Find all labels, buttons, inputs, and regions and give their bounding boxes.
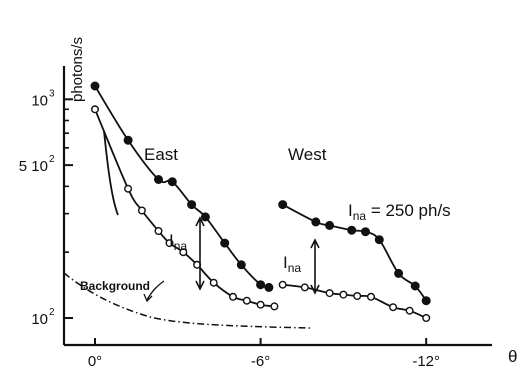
y-tick-exponent-1: 2	[49, 154, 55, 165]
arrow-ina-east-head-bottom	[195, 280, 205, 291]
marker-east-open-2	[137, 206, 146, 215]
y-axis-label: photons/s	[69, 37, 86, 102]
background-pointer-head	[143, 293, 153, 303]
marker-east-open-4	[165, 239, 174, 248]
annotation-ina-east: Ina	[169, 231, 187, 253]
marker-east-filled-8	[256, 280, 266, 290]
marker-west-open-2	[325, 289, 334, 298]
marker-west-filled-3	[347, 225, 357, 235]
curve-east-open-tail	[103, 130, 119, 216]
x-tick-label-0: 0°	[88, 353, 102, 370]
marker-west-open-1	[300, 283, 309, 292]
marker-east-filled-9	[264, 282, 274, 292]
marker-east-filled-2	[153, 174, 163, 184]
marker-west-open-5	[367, 292, 376, 301]
arrow-ina-west	[310, 238, 320, 295]
marker-west-filled-2	[325, 220, 335, 230]
y-tick-exponent-0: 2	[49, 307, 55, 318]
axes	[62, 66, 492, 347]
y-tick-exponent-2: 3	[49, 88, 55, 99]
marker-east-filled-4	[187, 200, 197, 210]
marker-west-filled-0	[278, 200, 288, 210]
marker-east-open-8	[228, 292, 237, 301]
background-pointer	[146, 280, 165, 301]
marker-east-open-3	[154, 226, 163, 235]
annotation-east: East	[144, 145, 178, 164]
marker-west-open-3	[339, 290, 348, 299]
marker-west-filled-1	[311, 217, 321, 227]
arrow-ina-east-head-top	[195, 216, 205, 227]
marker-east-filled-0	[90, 81, 100, 91]
marker-west-open-6	[389, 303, 398, 312]
marker-west-open-0	[278, 280, 287, 289]
marker-east-filled-5	[200, 212, 210, 222]
marker-east-filled-1	[123, 135, 133, 145]
marker-west-open-8	[422, 314, 431, 323]
marker-west-filled-7	[410, 281, 420, 291]
marker-west-open-7	[405, 306, 414, 315]
marker-west-filled-6	[394, 268, 404, 278]
marker-east-open-1	[124, 184, 133, 193]
x-tick-label-2: -12°	[412, 353, 440, 370]
annotation-background: Background	[80, 279, 150, 293]
x-tick-label-1: -6°	[251, 353, 270, 370]
marker-east-open-7	[209, 278, 218, 287]
marker-west-filled-4	[361, 227, 371, 237]
annotations: East West Ina Ina Ina = 250 ph/s Background	[80, 145, 451, 303]
marker-west-filled-5	[374, 235, 384, 245]
marker-east-open-11	[270, 302, 279, 311]
annotation-west: West	[288, 145, 327, 164]
marker-east-open-5	[179, 248, 188, 257]
marker-west-filled-8	[421, 296, 431, 306]
marker-west-open-4	[353, 292, 362, 301]
arrow-ina-west-head-bottom	[310, 284, 320, 295]
arrow-ina-east	[195, 216, 205, 291]
annotation-ina-value: Ina = 250 ph/s	[348, 201, 451, 223]
x-axis-label: θ	[508, 347, 517, 366]
curve-east-filled	[94, 85, 270, 289]
y-tick-label-0: 10	[31, 311, 48, 328]
y-tick-label-2: 10	[31, 92, 48, 109]
background-line	[63, 272, 311, 329]
marker-east-open-10	[256, 300, 265, 309]
arrow-ina-west-head-top	[310, 238, 320, 249]
marker-east-open-9	[242, 296, 251, 305]
marker-east-filled-6	[220, 238, 230, 248]
annotation-ina-west: Ina	[283, 253, 301, 275]
data-markers	[90, 81, 431, 323]
marker-east-open-0	[90, 105, 99, 114]
marker-east-filled-3	[167, 177, 177, 187]
curve-east-open	[94, 108, 275, 308]
y-tick-label-1: 5 10	[19, 158, 48, 175]
marker-east-filled-7	[236, 260, 246, 270]
